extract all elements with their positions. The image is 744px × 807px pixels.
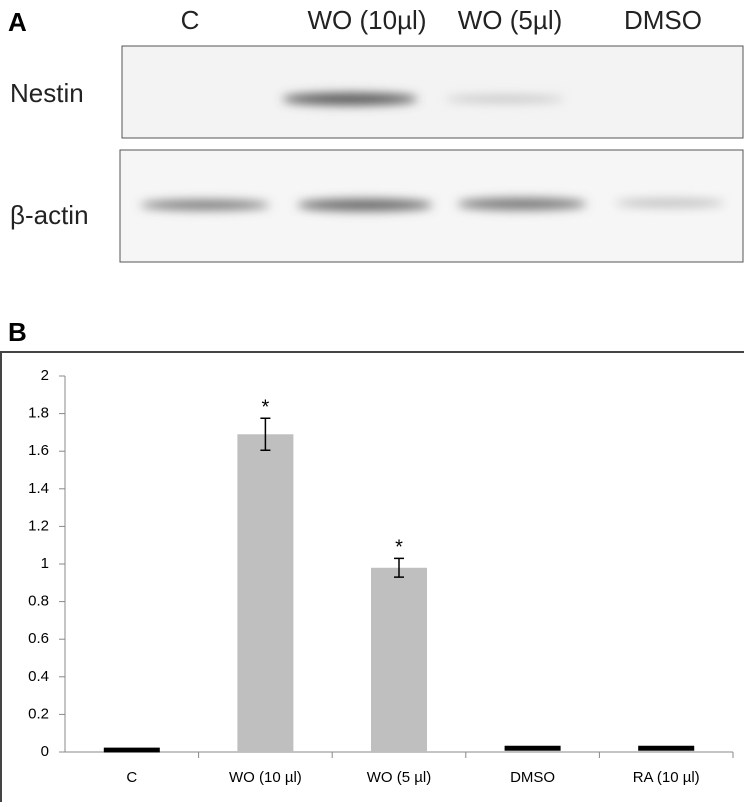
y-tick-label: 0.8	[28, 593, 49, 610]
x-tick-label: DMSO	[510, 769, 555, 786]
y-tick-label: 1.6	[28, 442, 49, 459]
y-tick-label: 1.2	[28, 517, 49, 534]
y-tick-label: 1.4	[28, 480, 49, 497]
significance-mark: *	[262, 397, 270, 419]
row-label: Nestin	[10, 78, 84, 108]
x-tick-label: WO (10 µl)	[229, 769, 302, 786]
lane-label: DMSO	[624, 5, 702, 35]
y-tick-label: 2	[41, 367, 49, 384]
error-bar	[638, 747, 694, 749]
y-tick-label: 0.4	[28, 668, 49, 685]
significance-mark: *	[395, 537, 403, 559]
panel-label: B	[8, 317, 27, 347]
error-bar	[104, 749, 160, 751]
error-bar	[505, 747, 561, 749]
y-tick-label: 0	[41, 743, 49, 760]
lane-label: WO (5µl)	[458, 5, 563, 35]
figure: A C WO (10µl) WO (5µl) DMSO Nestin β-act…	[0, 0, 744, 802]
x-tick-label: RA (10 µl)	[633, 769, 700, 786]
bar	[371, 568, 427, 752]
y-tick-label: 1.8	[28, 405, 49, 422]
bar	[237, 434, 293, 752]
lane-label: WO (10µl)	[308, 5, 427, 35]
panel-label: A	[8, 7, 27, 37]
band	[297, 199, 433, 211]
band	[615, 199, 725, 207]
x-tick-label: WO (5 µl)	[367, 769, 431, 786]
blot-nestin	[122, 46, 743, 138]
x-tick-label: C	[126, 769, 137, 786]
row-label: β-actin	[10, 200, 89, 230]
band	[140, 200, 270, 210]
lane-label: C	[181, 5, 200, 35]
y-tick-label: 1	[41, 555, 49, 572]
y-tick-label: 0.2	[28, 705, 49, 722]
y-tick-label: 0.6	[28, 630, 49, 647]
band	[445, 96, 565, 102]
band	[282, 93, 418, 105]
band	[457, 198, 587, 210]
